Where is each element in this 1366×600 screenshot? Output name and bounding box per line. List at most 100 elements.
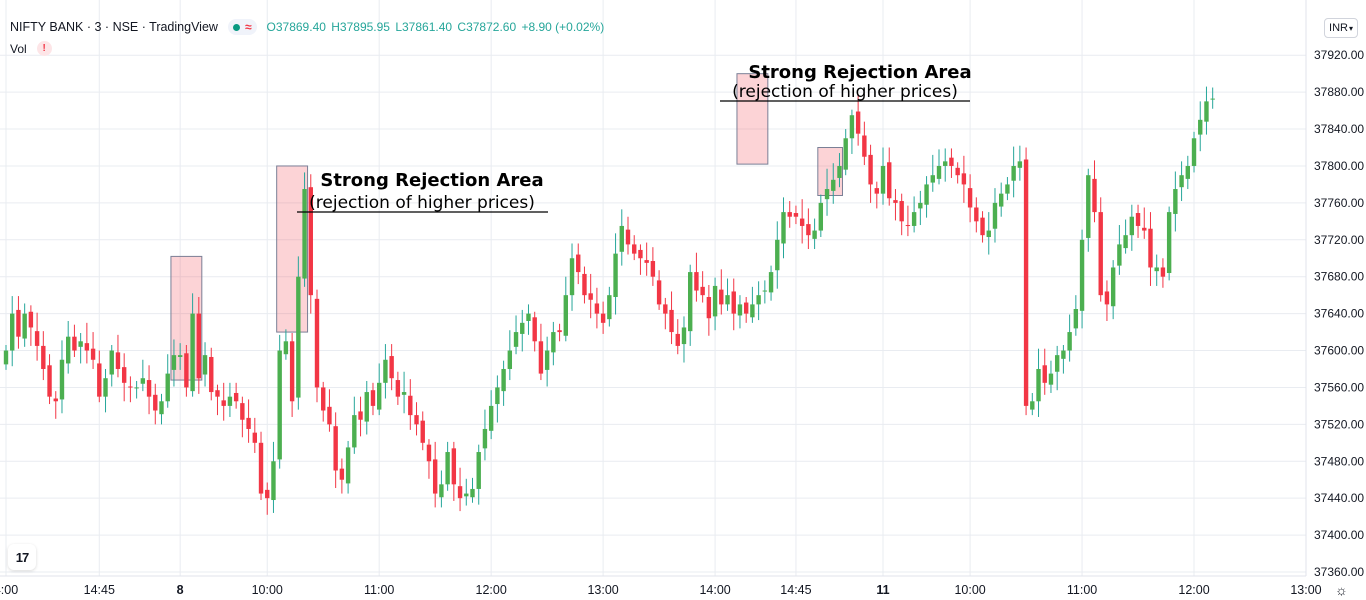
candle-body xyxy=(1204,101,1209,122)
tradingview-logo[interactable]: 17 xyxy=(8,544,36,570)
market-open-icon xyxy=(232,23,240,31)
candle xyxy=(943,148,948,182)
candle-body xyxy=(1098,212,1103,296)
candle-body xyxy=(258,442,264,494)
candle-body xyxy=(140,378,146,384)
market-status-pill[interactable]: ≈ xyxy=(227,19,257,35)
price-axis[interactable]: 37920.00 37880.00 37840.00 37800.00 37760.00… xyxy=(1314,48,1364,579)
candle xyxy=(843,129,848,176)
ohlc-change: +8.90 (+0.02%) xyxy=(521,20,605,34)
candle-body xyxy=(153,394,158,411)
candle-body xyxy=(445,452,450,485)
candle-body xyxy=(215,390,220,397)
candle-body xyxy=(887,162,892,199)
candle-body xyxy=(121,367,127,383)
candle-body xyxy=(59,359,65,400)
candle xyxy=(824,168,830,216)
candle-body xyxy=(513,332,519,347)
candle xyxy=(414,402,419,436)
candle-body xyxy=(439,484,444,498)
candle xyxy=(1104,280,1110,321)
candle-body xyxy=(221,400,226,406)
candle-body xyxy=(644,260,649,263)
volume-legend[interactable]: Vol ! xyxy=(10,41,52,56)
candle xyxy=(345,440,351,494)
candle-body xyxy=(3,350,9,365)
candle-body xyxy=(321,387,326,411)
candle-body xyxy=(302,189,307,279)
gear-icon[interactable]: ☼ xyxy=(1335,582,1348,598)
candle xyxy=(986,212,991,255)
candle xyxy=(389,344,394,391)
candle xyxy=(140,359,146,392)
candle xyxy=(41,331,46,381)
candle xyxy=(526,304,531,335)
candle-body xyxy=(669,309,674,333)
candle-body xyxy=(831,179,836,191)
candle xyxy=(184,344,189,397)
x-tick-label: 12:00 xyxy=(1178,583,1209,597)
candle-body xyxy=(806,224,811,236)
candle-body xyxy=(656,280,662,305)
candle-body xyxy=(103,378,108,397)
candle xyxy=(495,375,500,423)
candle xyxy=(1048,360,1054,393)
x-tick-label: 11:00 xyxy=(1067,583,1097,597)
candle xyxy=(569,243,575,311)
candle xyxy=(1129,204,1135,251)
candle-body xyxy=(345,447,351,484)
candle-body xyxy=(538,341,544,374)
candle-body xyxy=(569,258,575,296)
candle-body xyxy=(737,304,743,316)
candle xyxy=(936,149,942,185)
candle xyxy=(1061,344,1066,374)
candle-body xyxy=(41,345,46,369)
candle xyxy=(352,396,357,454)
candle xyxy=(1185,155,1190,190)
grid xyxy=(0,0,1306,576)
time-axis[interactable]: 4:00 14:45 8 10:00 11:00 12:00 13:00 14:00 14:45… xyxy=(0,583,1322,597)
candle-body xyxy=(53,398,58,402)
candle-body xyxy=(426,444,432,462)
candle xyxy=(980,211,985,243)
warning-icon[interactable]: ! xyxy=(36,41,52,56)
candle-body xyxy=(532,317,537,342)
symbol-legend[interactable]: NIFTY BANK · 3 · NSE · TradingView ≈ O37… xyxy=(10,19,606,35)
candle xyxy=(383,344,388,399)
candle xyxy=(806,208,811,250)
candle-body xyxy=(619,225,624,252)
candle xyxy=(97,350,102,403)
candle-body xyxy=(233,392,239,402)
candle-body xyxy=(90,348,96,360)
y-tick-label: 37520.00 xyxy=(1314,417,1364,431)
candle xyxy=(420,411,425,451)
candle xyxy=(78,332,83,364)
candle-body xyxy=(414,415,419,425)
candle xyxy=(215,384,220,416)
candle xyxy=(712,277,718,331)
candle xyxy=(849,109,855,154)
candle-body xyxy=(526,313,531,321)
candle-body xyxy=(632,244,637,254)
symbol-title[interactable]: NIFTY BANK · 3 · NSE · TradingView xyxy=(10,20,218,34)
vol-label[interactable]: Vol xyxy=(10,41,27,56)
candle-body xyxy=(563,295,568,336)
candle-body xyxy=(246,417,251,429)
candle-body xyxy=(855,111,861,134)
chevron-down-icon: ▾ xyxy=(1348,23,1353,33)
candle-body xyxy=(638,249,643,259)
candle-body xyxy=(451,448,457,485)
candle-body xyxy=(370,390,376,406)
candle xyxy=(1173,171,1178,232)
currency-selector[interactable]: INR ▾ xyxy=(1324,18,1358,38)
candle xyxy=(432,441,438,508)
candle-body xyxy=(955,167,960,176)
candle-body xyxy=(1023,159,1029,406)
candle xyxy=(756,281,761,321)
candle-body xyxy=(992,202,998,229)
y-tick-label: 37680.00 xyxy=(1314,270,1364,284)
candle-body xyxy=(202,355,208,375)
candle xyxy=(799,199,805,244)
candle xyxy=(588,273,593,319)
